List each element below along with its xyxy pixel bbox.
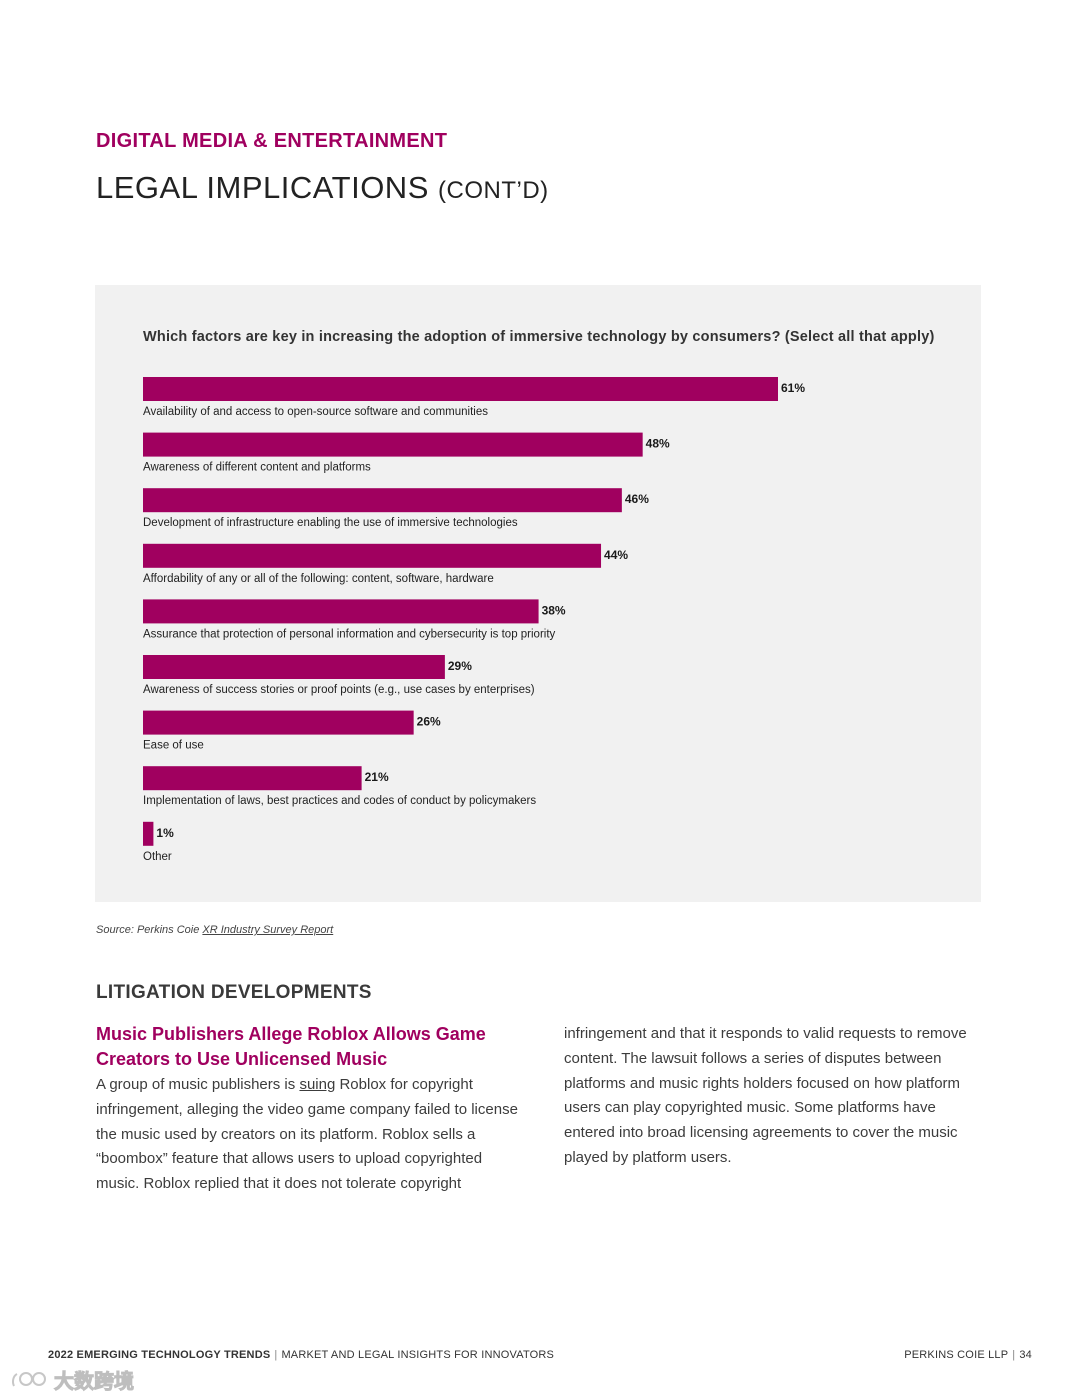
page-number: 34 <box>1019 1349 1032 1361</box>
source-note: Source: Perkins Coie XR Industry Survey … <box>96 924 333 936</box>
article-body-right: infringement and that it responds to val… <box>564 1025 967 1166</box>
section-label: DIGITAL MEDIA & ENTERTAINMENT <box>96 130 448 152</box>
bar-category-label: Affordability of any or all of the follo… <box>143 573 494 585</box>
bar-value-label: 26% <box>417 715 441 729</box>
chart-question: Which factors are key in increasing the … <box>143 329 935 345</box>
bar-value-label: 48% <box>646 437 670 451</box>
bar-5 <box>143 599 539 624</box>
bar-value-label: 61% <box>781 381 805 395</box>
page-title: LEGAL IMPLICATIONS (CONT’D) <box>96 170 549 206</box>
bar-9 <box>143 821 154 846</box>
bar-chart: 61% Availability of and access to open-so… <box>143 377 805 863</box>
litigation-heading: LITIGATION DEVELOPMENTS <box>96 982 372 1003</box>
body-text-start: A group of music publishers is <box>96 1076 300 1093</box>
watermark-logo-icon <box>12 1372 46 1387</box>
bar-category-label: Availability of and access to open-sourc… <box>143 406 488 418</box>
body-text-continued: Roblox for copyright infringement, alleg… <box>96 1076 518 1193</box>
watermark-text: 大数跨境 <box>54 1370 135 1393</box>
bar-value-label: 21% <box>365 770 389 784</box>
bar-value-label: 44% <box>604 548 628 562</box>
article-title: Music Publishers Allege Roblox Allows Ga… <box>96 1024 486 1069</box>
footer-separator-right: | <box>1012 1349 1016 1361</box>
source-link[interactable]: XR Industry Survey Report <box>202 924 334 936</box>
footer-right: PERKINS COIE LLP | 34 <box>904 1349 1032 1361</box>
source-prefix: Source: Perkins Coie <box>96 924 203 936</box>
bar-3 <box>143 488 622 513</box>
footer-firm: PERKINS COIE LLP <box>904 1349 1009 1361</box>
footer-report-title: 2022 EMERGING TECHNOLOGY TRENDS <box>48 1349 271 1361</box>
footer-left: 2022 EMERGING TECHNOLOGY TRENDS | MARKET A… <box>48 1349 554 1361</box>
bar-4 <box>143 543 602 568</box>
suing-link[interactable]: suing <box>299 1076 336 1093</box>
page-title-main: LEGAL IMPLICATIONS <box>96 170 429 205</box>
bar-2 <box>143 432 643 457</box>
article-body-left: A group of music publishers is suing Rob… <box>96 1073 528 1197</box>
bar-value-label: 29% <box>448 659 472 673</box>
bar-category-label: Other <box>143 851 172 863</box>
bar-category-label: Ease of use <box>143 740 204 752</box>
footer-separator: | <box>274 1349 278 1361</box>
bar-value-label: 1% <box>156 826 174 840</box>
chart-panel: 61% Availability of and access to open-so… <box>95 285 981 902</box>
bar-category-label: Awareness of success stories or proof po… <box>143 684 535 696</box>
bar-6 <box>143 655 445 679</box>
bar-category-label: Implementation of laws, best practices a… <box>143 795 536 807</box>
bar-category-label: Awareness of different content and platf… <box>143 462 371 474</box>
bar-value-label: 46% <box>625 492 649 506</box>
bar-category-label: Development of infrastructure enabling t… <box>143 517 518 529</box>
page-title-suffix: (CONT’D) <box>438 177 549 204</box>
footer-subtitle: MARKET AND LEGAL INSIGHTS FOR INNOVATORS <box>281 1349 555 1361</box>
bar-1 <box>143 377 778 401</box>
bar-value-label: 38% <box>542 603 566 617</box>
bar-8 <box>143 766 362 791</box>
watermark: 大数跨境 <box>10 1366 135 1393</box>
bar-category-label: Assurance that protection of personal in… <box>143 628 556 640</box>
bar-7 <box>143 710 414 735</box>
